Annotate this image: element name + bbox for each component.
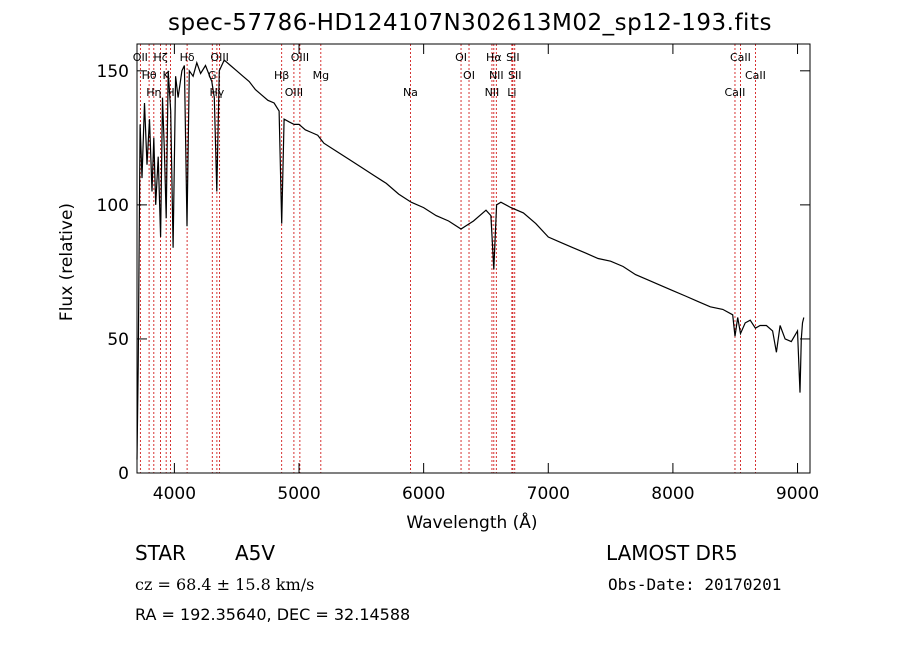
line-marker-label: Hα bbox=[486, 51, 502, 64]
spectrum-line bbox=[136, 59, 805, 460]
x-tick-label: 7000 bbox=[527, 484, 570, 504]
sky-coordinates: RA = 192.35640, DEC = 32.14588 bbox=[135, 605, 411, 624]
line-marker-label: Li bbox=[507, 86, 516, 99]
x-tick-label: 6000 bbox=[402, 484, 445, 504]
line-marker-label: CaII bbox=[725, 86, 746, 99]
line-marker-label: K bbox=[163, 69, 171, 82]
plot-frame bbox=[136, 43, 811, 474]
y-tick-label: 0 bbox=[118, 464, 129, 484]
x-tick-label: 9000 bbox=[776, 484, 819, 504]
line-markers bbox=[139, 44, 756, 473]
object-type: STAR bbox=[135, 541, 186, 565]
y-tick-label: 100 bbox=[97, 196, 129, 216]
line-marker-label: Hζ bbox=[153, 51, 167, 64]
x-tick-label: 4000 bbox=[153, 484, 196, 504]
line-marker-label: OIII bbox=[291, 51, 309, 64]
x-tick-label: 8000 bbox=[651, 484, 694, 504]
x-tick-label: 5000 bbox=[277, 484, 320, 504]
line-marker-label: Na bbox=[403, 86, 418, 99]
line-marker-label: SII bbox=[506, 51, 519, 64]
line-marker-label: CaII bbox=[730, 51, 751, 64]
redshift-velocity: cz = 68.4 ± 15.8 km/s bbox=[135, 575, 315, 594]
line-marker-label: OI bbox=[463, 69, 475, 82]
chart-title: spec-57786-HD124107N302613M02_sp12-193.f… bbox=[168, 10, 772, 36]
line-marker-label: NII bbox=[489, 69, 504, 82]
line-marker-label: OI bbox=[455, 51, 467, 64]
line-marker-label: G bbox=[208, 69, 217, 82]
line-marker-label: H bbox=[166, 86, 174, 99]
y-tick-label: 50 bbox=[107, 330, 129, 350]
line-marker-label: NII bbox=[485, 86, 500, 99]
line-marker-label: CaII bbox=[745, 69, 766, 82]
line-marker-label: OIII bbox=[285, 86, 303, 99]
y-axis-label: Flux (relative) bbox=[57, 203, 77, 321]
line-labels: OIIHθHηHζKHHδGHγOIIIHβOIIIOIIIMgNaOIOINI… bbox=[133, 51, 766, 99]
line-marker-label: SII bbox=[508, 69, 521, 82]
tick-labels: 4000 5000 6000 7000 8000 9000 0 50 100 150 bbox=[97, 62, 820, 504]
axis-ticks bbox=[137, 44, 810, 474]
line-marker-label: Hδ bbox=[180, 51, 195, 64]
survey-name: LAMOST DR5 bbox=[606, 541, 738, 565]
x-axis-label: Wavelength (Å) bbox=[406, 511, 537, 533]
y-tick-label: 150 bbox=[97, 62, 129, 82]
line-marker-label: OII bbox=[133, 51, 148, 64]
object-class: A5V bbox=[235, 541, 276, 565]
line-marker-label: Mg bbox=[313, 69, 329, 82]
line-marker-label: Hγ bbox=[209, 86, 224, 99]
line-marker-label: Hθ bbox=[142, 69, 157, 82]
line-marker-label: Hη bbox=[146, 86, 161, 99]
line-marker-label: Hβ bbox=[274, 69, 289, 82]
observation-date: Obs-Date: 20170201 bbox=[608, 575, 782, 594]
line-marker-label: OIII bbox=[210, 51, 228, 64]
